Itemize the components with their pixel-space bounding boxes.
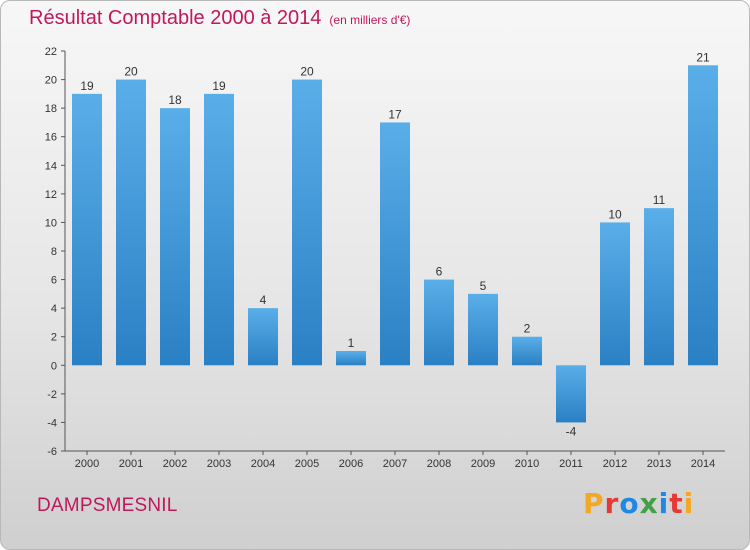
data-label: 18 [168,93,182,107]
y-tick-label: 22 [45,46,57,58]
logo-letter: t [669,487,684,520]
data-label: 20 [124,65,138,79]
y-tick-label: 6 [51,275,57,287]
data-label: 21 [696,50,710,64]
x-tick-label: 2009 [471,458,495,470]
y-tick-label: 18 [45,103,57,115]
data-label: 19 [212,79,226,93]
chart-title: Résultat Comptable 2000 à 2014 (en millie… [29,7,410,30]
x-tick-label: 2014 [691,458,715,470]
bar [556,365,586,423]
bar [424,279,454,366]
x-tick-label: 2000 [75,458,99,470]
x-tick-label: 2011 [559,458,583,470]
chart-title-text: Résultat Comptable 2000 à 2014 [29,7,322,29]
logo-letter: x [639,487,659,520]
y-tick-label: 10 [45,217,57,229]
x-tick-label: 2005 [295,458,319,470]
bar [160,108,190,366]
x-tick-label: 2001 [119,458,143,470]
bar [204,93,234,366]
x-tick-label: 2004 [251,458,275,470]
bar [116,79,146,366]
logo-letter: o [619,487,640,520]
y-tick-label: 12 [45,189,57,201]
data-label: 5 [480,279,487,293]
bar [292,79,322,366]
y-tick-label: 0 [51,360,57,372]
logo-letter: i [683,487,695,520]
y-tick-label: 20 [45,75,57,87]
x-tick-label: 2007 [383,458,407,470]
data-label: 1 [348,336,355,350]
y-tick-label: 4 [51,303,57,315]
x-tick-label: 2010 [515,458,539,470]
y-tick-label: 2 [51,332,57,344]
data-label: 10 [608,207,622,221]
y-tick-label: -2 [47,389,57,401]
proxiti-logo: Proxiti [583,487,694,520]
y-tick-label: -4 [47,417,57,429]
y-tick-label: 14 [45,160,57,172]
data-label: 20 [300,65,314,79]
y-tick-label: -6 [47,446,57,458]
x-tick-label: 2012 [603,458,627,470]
bar [600,222,630,366]
x-tick-label: 2002 [163,458,187,470]
bar [336,351,366,366]
data-label: -4 [566,424,577,438]
y-tick-label: 16 [45,132,57,144]
data-label: 4 [260,293,267,307]
logo-letter: r [604,487,620,520]
bar [688,65,718,366]
bar [72,93,102,366]
bar [380,122,410,366]
commune-name: DAMPSMESNIL [37,495,178,516]
data-label: 6 [436,265,443,279]
data-label: 11 [653,193,666,207]
data-label: 2 [524,322,531,336]
x-tick-label: 2003 [207,458,231,470]
bar [512,336,542,366]
data-label: 19 [80,79,94,93]
chart-subtitle: (en milliers d'€) [329,13,411,27]
x-tick-label: 2006 [339,458,363,470]
bar [644,208,674,366]
bar [468,293,498,366]
x-tick-label: 2008 [427,458,451,470]
bar [248,308,278,366]
y-tick-label: 8 [51,246,57,258]
logo-letter: P [583,487,605,520]
logo-letter: i [658,487,670,520]
x-tick-label: 2013 [647,458,671,470]
data-label: 17 [388,107,402,121]
